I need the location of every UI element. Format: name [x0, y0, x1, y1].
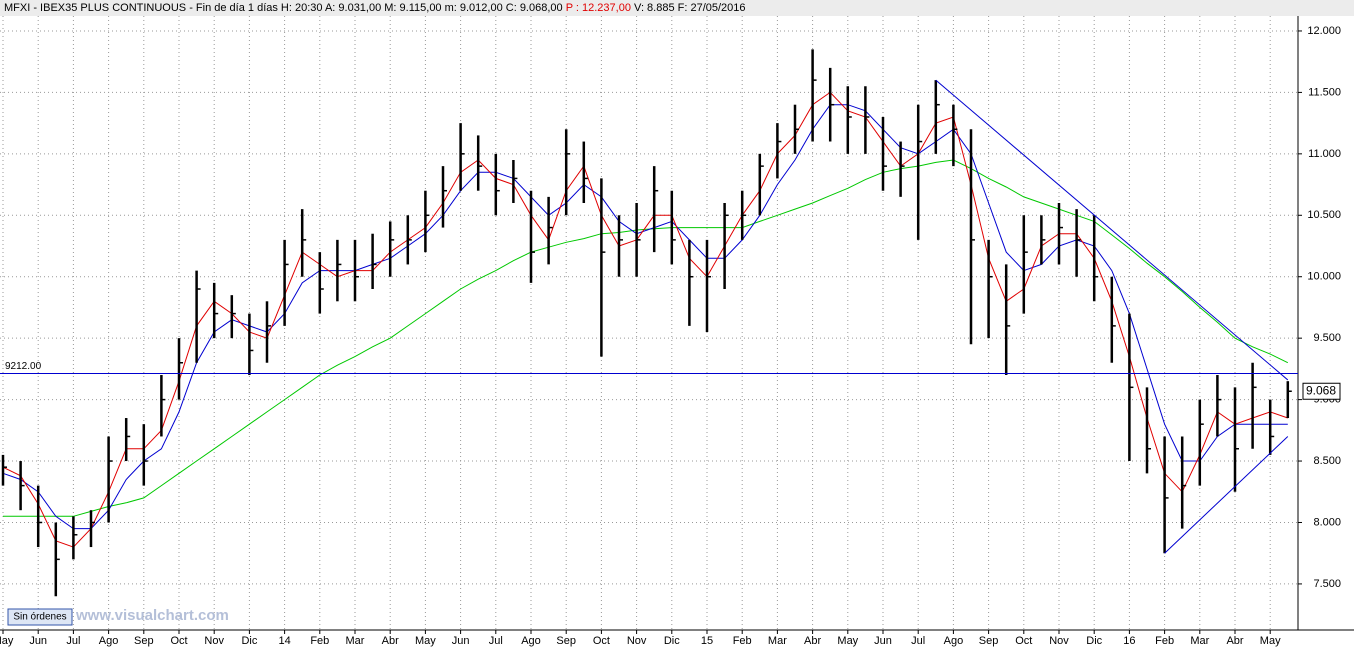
- y-tick-label: 8.000: [1313, 516, 1341, 528]
- trend-line: [1164, 436, 1289, 554]
- x-tick-label: Jun: [452, 635, 470, 647]
- x-tick-label: Abr: [1226, 635, 1243, 647]
- orders-button-label[interactable]: Sin órdenes: [13, 612, 66, 623]
- y-tick-label: 11.500: [1308, 86, 1341, 98]
- x-tick-label: Feb: [310, 635, 329, 647]
- y-tick-label: 10.500: [1307, 209, 1341, 221]
- x-tick-label: Feb: [733, 635, 752, 647]
- y-tick-label: 7.500: [1313, 578, 1341, 590]
- x-tick-label: Abr: [382, 635, 399, 647]
- last-price-label: 9.068: [1306, 383, 1336, 397]
- trend-line: [935, 79, 1289, 381]
- x-tick-label: Dic: [664, 635, 680, 647]
- watermark: www.visualchart.com: [75, 607, 229, 624]
- x-tick-label: Jun: [29, 635, 47, 647]
- y-tick-label: 8.500: [1313, 455, 1341, 467]
- header-text: P : 12.237,00: [566, 2, 631, 14]
- x-tick-label: Nov: [204, 635, 224, 647]
- x-tick-label: Mar: [1190, 635, 1209, 647]
- x-tick-label: Abr: [804, 635, 821, 647]
- x-tick-label: Nov: [1049, 635, 1069, 647]
- header: MFXI - IBEX35 PLUS CONTINUOUS - Fin de d…: [4, 2, 746, 14]
- last-price-box: [1302, 382, 1341, 400]
- y-tick-label: 10.000: [1307, 271, 1341, 283]
- x-tick-label: May: [837, 635, 858, 647]
- x-tick-label: Ago: [521, 635, 541, 647]
- x-tick-label: May: [0, 635, 14, 647]
- x-tick-label: Jul: [66, 635, 80, 647]
- header-bar: [0, 0, 1354, 16]
- moving-average: [2, 104, 1288, 530]
- y-tick-label: 11.000: [1308, 148, 1341, 160]
- moving-average: [2, 91, 1288, 548]
- horizontal-line-label: 9212.00: [5, 361, 42, 372]
- x-tick-label: Oct: [593, 635, 610, 647]
- x-tick-label: Feb: [1155, 635, 1174, 647]
- x-tick-label: Jul: [911, 635, 925, 647]
- x-tick-label: Sep: [556, 635, 576, 647]
- x-tick-label: May: [1260, 635, 1281, 647]
- x-tick-label: 14: [278, 635, 290, 647]
- x-tick-label: Nov: [627, 635, 647, 647]
- x-tick-label: Sep: [979, 635, 999, 647]
- x-tick-label: Sep: [134, 635, 154, 647]
- x-tick-label: Jun: [874, 635, 892, 647]
- x-tick-label: Oct: [1015, 635, 1032, 647]
- x-tick-label: Mar: [346, 635, 365, 647]
- header-text: MFXI - IBEX35 PLUS CONTINUOUS - Fin de d…: [4, 2, 563, 14]
- x-tick-label: Ago: [944, 635, 964, 647]
- orders-button[interactable]: [7, 608, 73, 626]
- x-tick-label: Dic: [1086, 635, 1102, 647]
- plot: 7.5008.0008.5009.0009.50010.00010.50011.…: [0, 16, 1341, 647]
- x-tick-label: Ago: [99, 635, 119, 647]
- x-tick-label: 15: [701, 635, 713, 647]
- x-tick-label: Oct: [170, 635, 187, 647]
- x-tick-label: 16: [1123, 635, 1135, 647]
- x-tick-label: Dic: [241, 635, 257, 647]
- x-tick-label: Mar: [768, 635, 787, 647]
- y-tick-label: 9.500: [1313, 332, 1341, 344]
- x-tick-label: May: [415, 635, 436, 647]
- y-tick-label: 12.000: [1307, 25, 1341, 37]
- x-tick-label: Jul: [489, 635, 503, 647]
- moving-average: [3, 159, 1289, 517]
- header-text: V: 8.885 F: 27/05/2016: [634, 2, 746, 14]
